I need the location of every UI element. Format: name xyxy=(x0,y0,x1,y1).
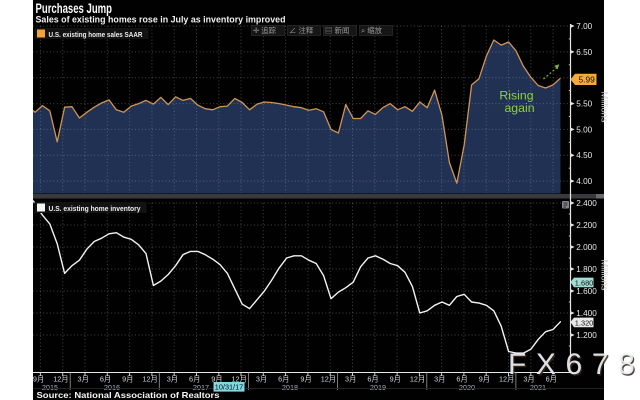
svg-text:Purchases Jump: Purchases Jump xyxy=(36,1,113,16)
svg-text:U.S. existing home inventory: U.S. existing home inventory xyxy=(49,204,142,213)
svg-text:5.99: 5.99 xyxy=(579,75,596,85)
svg-text:12月: 12月 xyxy=(142,375,157,384)
svg-text:2019: 2019 xyxy=(370,383,386,392)
svg-text:2020: 2020 xyxy=(459,383,475,392)
svg-text:⌕ 缩放: ⌕ 缩放 xyxy=(361,26,383,35)
svg-text:9月: 9月 xyxy=(390,375,401,384)
svg-text:Millions: Millions xyxy=(600,92,610,123)
svg-text:6月: 6月 xyxy=(456,375,467,384)
svg-text:9月: 9月 xyxy=(33,375,44,384)
svg-text:10/31/17: 10/31/17 xyxy=(215,383,243,392)
svg-text:Millions: Millions xyxy=(600,260,610,291)
svg-text:7.00: 7.00 xyxy=(576,22,592,31)
svg-text:12月: 12月 xyxy=(53,375,68,384)
svg-text:2.200: 2.200 xyxy=(576,221,597,230)
svg-text:3月: 3月 xyxy=(167,375,178,384)
svg-text:6月: 6月 xyxy=(546,375,557,384)
svg-text:3月: 3月 xyxy=(256,375,267,384)
svg-text:5.50: 5.50 xyxy=(576,100,592,109)
svg-text:2016: 2016 xyxy=(104,383,120,392)
svg-text:12月: 12月 xyxy=(321,375,336,384)
svg-text:6月: 6月 xyxy=(189,375,200,384)
svg-text:Sales of existing homes rose i: Sales of existing homes rose in July as … xyxy=(36,15,286,25)
svg-text:2.400: 2.400 xyxy=(576,199,597,208)
svg-text:9月: 9月 xyxy=(122,375,133,384)
svg-text:2018: 2018 xyxy=(282,383,298,392)
svg-text:3月: 3月 xyxy=(345,375,356,384)
svg-text:12月: 12月 xyxy=(231,375,246,384)
svg-text:6月: 6月 xyxy=(100,375,111,384)
svg-text:FX678: FX678 xyxy=(508,348,640,381)
svg-text:2015: 2015 xyxy=(42,383,58,392)
svg-text:again: again xyxy=(504,101,534,115)
svg-text:2017: 2017 xyxy=(193,383,209,392)
svg-text:3月: 3月 xyxy=(434,375,445,384)
svg-text:3月: 3月 xyxy=(78,375,89,384)
svg-text:1.320: 1.320 xyxy=(575,319,594,328)
svg-text:12月: 12月 xyxy=(499,375,514,384)
svg-text:9月: 9月 xyxy=(211,375,222,384)
svg-text:1.800: 1.800 xyxy=(576,265,597,274)
svg-text:1.680: 1.680 xyxy=(575,279,594,288)
svg-text:4.00: 4.00 xyxy=(576,177,592,186)
svg-text:1.200: 1.200 xyxy=(576,331,597,340)
svg-text:Source: National Association o: Source: National Association of Realtors xyxy=(37,391,221,400)
svg-text:9月: 9月 xyxy=(300,375,311,384)
svg-text:6月: 6月 xyxy=(367,375,378,384)
svg-text:∠ 注释: ∠ 注释 xyxy=(289,26,314,35)
svg-text:4.50: 4.50 xyxy=(576,151,592,160)
svg-text:6月: 6月 xyxy=(278,375,289,384)
svg-text:1.400: 1.400 xyxy=(576,309,597,318)
svg-text:Rising: Rising xyxy=(499,89,533,103)
svg-text:2021: 2021 xyxy=(530,383,546,392)
svg-text:✛ 追踪: ✛ 追踪 xyxy=(253,26,277,35)
svg-text:5.00: 5.00 xyxy=(576,125,592,134)
svg-text:6.50: 6.50 xyxy=(576,48,592,57)
svg-text:9月: 9月 xyxy=(479,375,490,384)
svg-text:1.600: 1.600 xyxy=(576,287,597,296)
svg-text:U.S. existing home sales SAAR: U.S. existing home sales SAAR xyxy=(49,30,143,39)
svg-text:3月: 3月 xyxy=(523,375,534,384)
svg-text:12月: 12月 xyxy=(410,375,425,384)
svg-text:FX678: FX678 xyxy=(509,349,640,382)
svg-text:2.000: 2.000 xyxy=(576,243,597,252)
svg-text:▤ 新闻: ▤ 新闻 xyxy=(325,26,349,35)
